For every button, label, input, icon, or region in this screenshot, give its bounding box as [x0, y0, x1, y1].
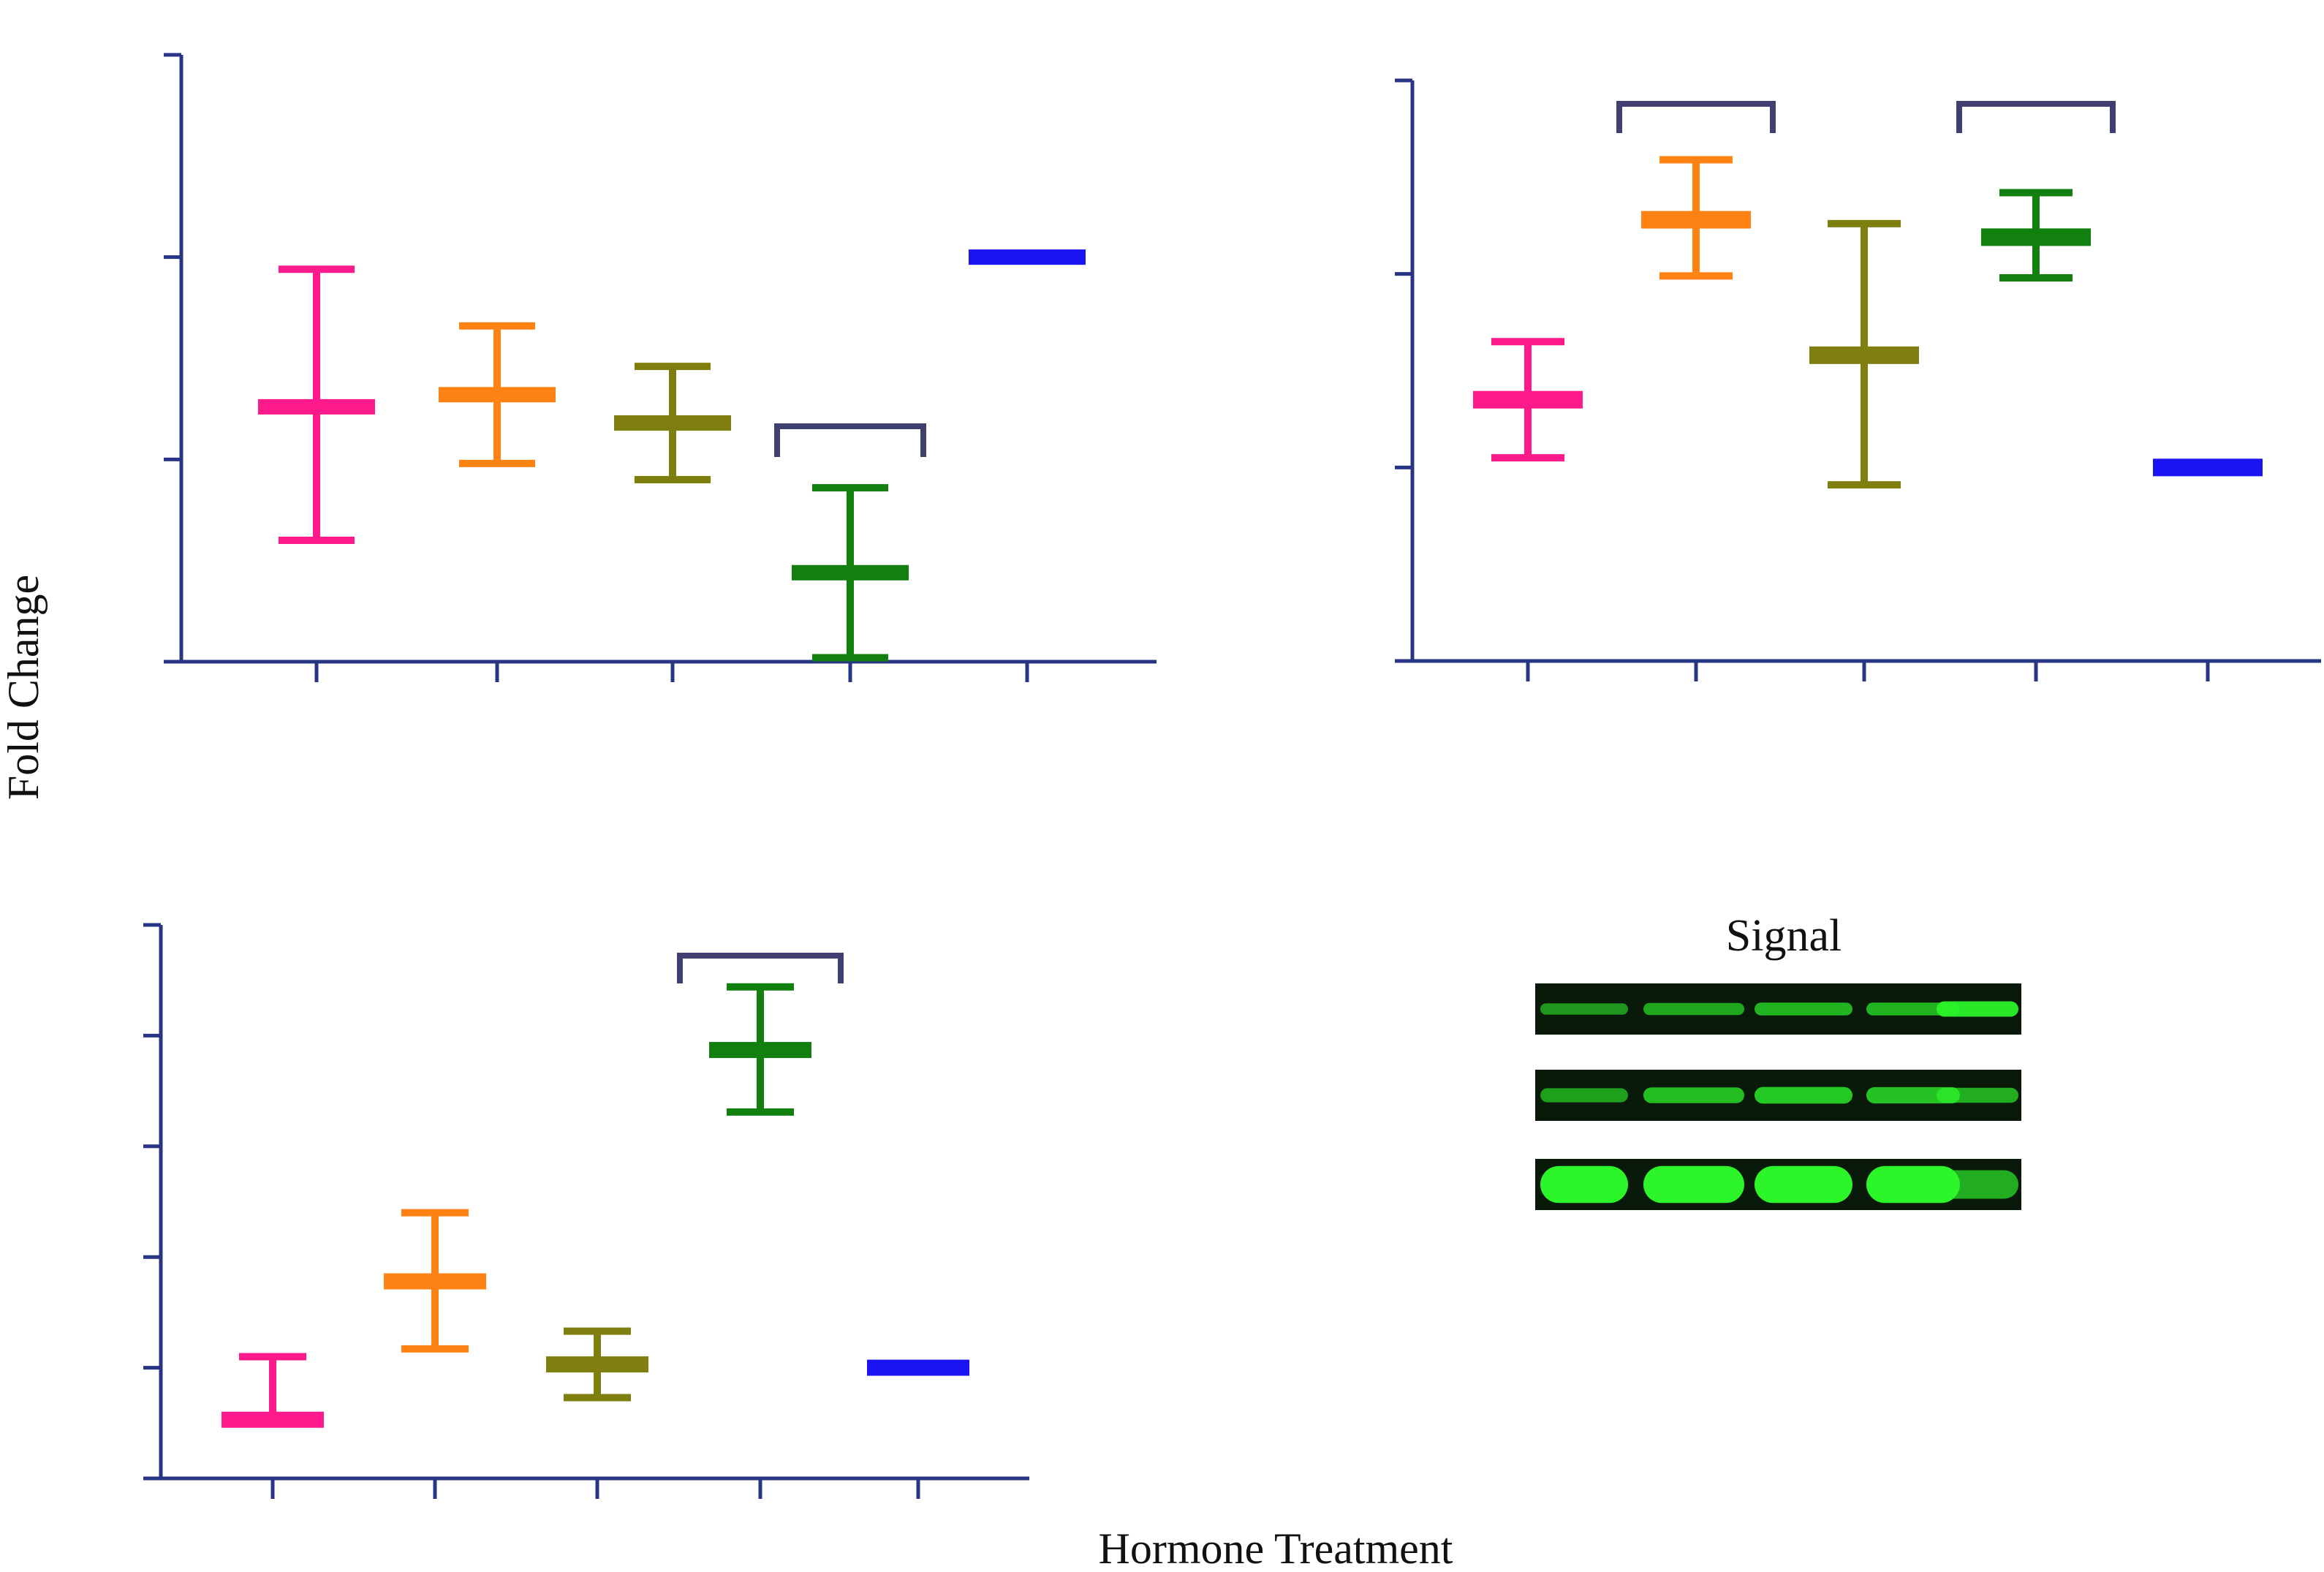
signal-blot-panel: Signal [1535, 911, 2021, 1210]
tet1-significance-bracket [774, 423, 926, 457]
tet2-mean-ep24 [1641, 211, 1751, 229]
shared-xlabel: Hormone Treatment [1099, 1524, 1453, 1572]
tet1-chart [164, 53, 1157, 682]
tet3-mean-ep24 [384, 1273, 486, 1290]
blot-band-tet2-e24 [1540, 1088, 1628, 1103]
blot-band-tet3-ep72 [1866, 1165, 1960, 1203]
tet1-mean-control [969, 249, 1086, 265]
blot-band-tet3-ep24 [1643, 1165, 1744, 1203]
tet2-mean-ep72 [1981, 228, 2091, 246]
blot-band-tet2-ep72 [1866, 1087, 1960, 1104]
blot-band-tet2-ep24 [1643, 1087, 1744, 1103]
blot-title: Signal [1726, 911, 1842, 961]
tet3-mean-control [867, 1359, 969, 1376]
tet3-mean-e24 [222, 1411, 324, 1428]
tet1-mean-ep24 [439, 387, 556, 403]
tet3-significance-bracket [677, 953, 844, 983]
blot-band-tet1-ep48 [1755, 1002, 1852, 1016]
tet2-mean-ep48 [1809, 346, 1919, 364]
blot-band-tet1-ep24 [1643, 1002, 1744, 1016]
tet2-chart [1395, 78, 2321, 681]
blot-band-tet2-control [1937, 1087, 2018, 1103]
tet1-mean-e24 [258, 398, 375, 415]
tet3-mean-ep48 [546, 1356, 648, 1373]
tet1-mean-ep72 [792, 564, 909, 581]
tet2-significance-bracket [1956, 101, 2116, 133]
blot-band-tet1-control [1937, 1001, 2018, 1017]
tet2-mean-e24 [1473, 390, 1583, 409]
blot-band-tet1-e24 [1540, 1003, 1628, 1015]
tet2-mean-control [2153, 458, 2263, 477]
tet3-mean-ep72 [709, 1042, 811, 1059]
tet3-chart [143, 923, 1029, 1499]
tet2-significance-bracket [1616, 101, 1776, 133]
blot-band-tet3-ep48 [1755, 1165, 1852, 1203]
blot-band-tet3-control [1937, 1170, 2018, 1199]
blot-band-tet2-ep48 [1755, 1087, 1852, 1104]
blot-band-tet1-ep72 [1866, 1002, 1960, 1016]
tet1-mean-ep48 [614, 415, 731, 431]
blot-band-tet3-e24 [1540, 1165, 1628, 1203]
shared-ylabel: Fold Change [0, 575, 48, 800]
